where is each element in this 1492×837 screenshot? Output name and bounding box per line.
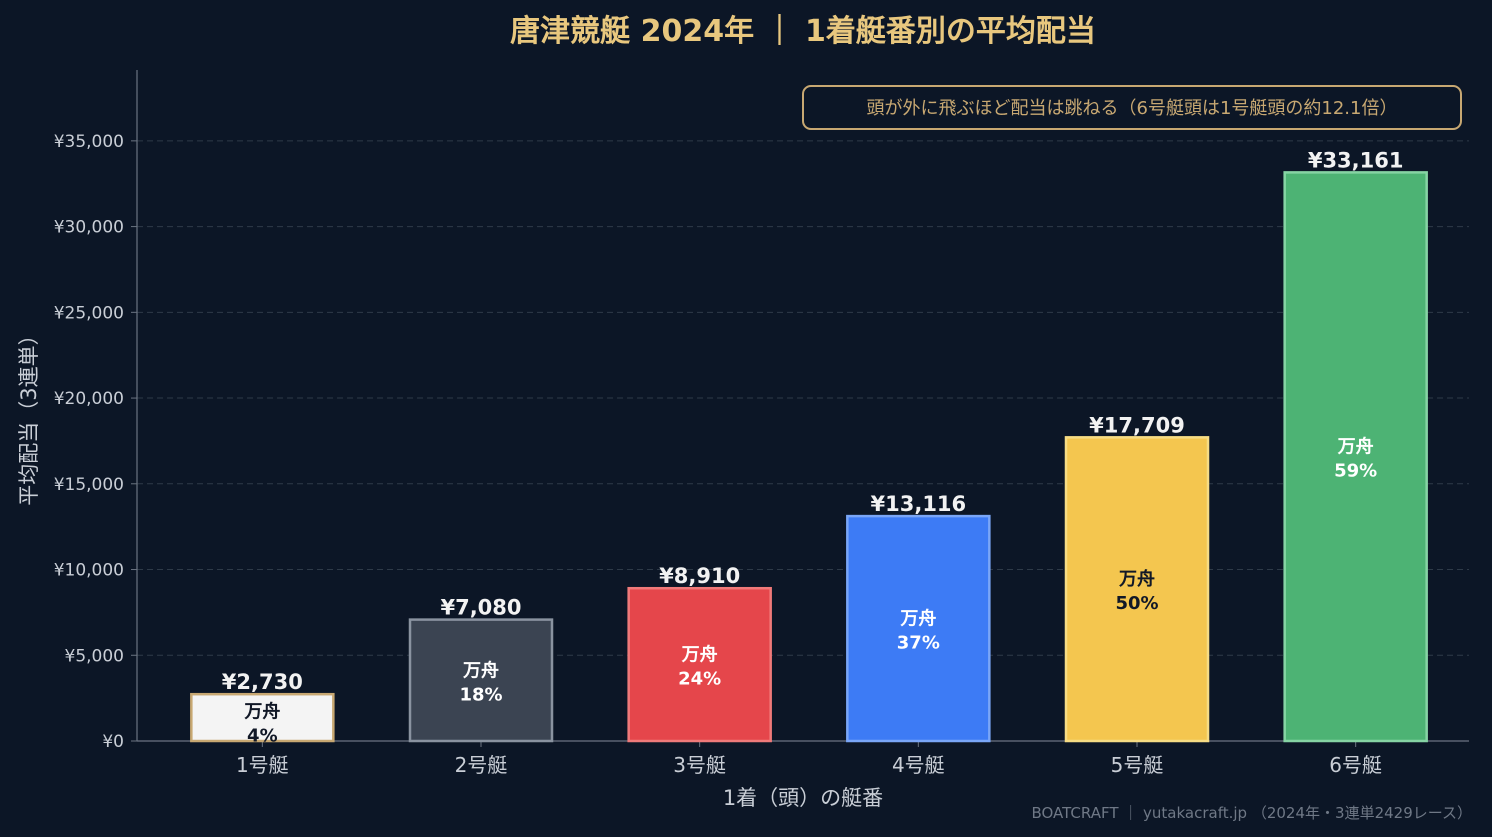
grid-lines	[137, 140, 1469, 656]
bar-value-label: ¥8,910	[659, 564, 740, 588]
y-tick-label: ¥20,000	[54, 389, 124, 409]
bar-inner-percent: 59%	[1334, 461, 1377, 482]
annotation-text: 頭が外に飛ぶほど配当は跳ねる（6号艇頭は1号艇頭の約12.1倍）	[867, 98, 1398, 119]
bar-inner-label: 万舟	[899, 608, 936, 630]
y-tick-label: ¥0	[102, 732, 124, 752]
x-axis-label: 1着（頭）の艇番	[723, 786, 883, 810]
bar-value-label: ¥7,080	[440, 596, 521, 620]
bar-inner-percent: 24%	[678, 669, 721, 690]
bar-value-label: ¥33,161	[1308, 148, 1404, 172]
bar	[408, 618, 554, 743]
bar-inner-label: 万舟	[1337, 436, 1374, 458]
y-tick-label: ¥5,000	[65, 646, 124, 666]
bar-inner-percent: 4%	[247, 726, 278, 747]
bar	[1064, 436, 1210, 743]
y-tick-label: ¥35,000	[54, 132, 124, 152]
bar-inner-label: 万舟	[462, 659, 499, 681]
bar-inner-label: 万舟	[243, 701, 280, 723]
bar-value-label: ¥13,116	[871, 492, 967, 516]
bar	[627, 586, 772, 743]
axes: ¥0 ¥5,000 ¥10,000 ¥15,000 ¥20,000 ¥25,000 ¥30,…	[54, 70, 1469, 777]
bar	[846, 514, 991, 743]
bar-inner-label: 万舟	[681, 644, 718, 666]
annotation-box: 頭が外に飛ぶほど配当は跳ねる（6号艇頭は1号艇頭の約12.1倍）	[802, 85, 1462, 130]
bar	[190, 692, 335, 743]
y-tick-label: ¥15,000	[54, 475, 124, 495]
bar-inner-label: 万舟	[1118, 568, 1155, 590]
x-tick-label: 4号艇	[892, 753, 945, 777]
x-tick-label: 3号艇	[673, 753, 726, 777]
bar-inner-percent: 18%	[459, 684, 502, 705]
y-tick-label: ¥30,000	[54, 218, 124, 238]
bar-labels: ¥2,730 万舟 4% ¥7,080 万舟 18% ¥8,910 万舟 24% ¥13,116 万…	[222, 148, 1404, 746]
x-tick-label: 1号艇	[236, 753, 289, 777]
bar-inner-percent: 50%	[1115, 593, 1158, 614]
footer-credit: BOATCRAFT ｜ yutakacraft.jp （2024年・3連単242…	[1031, 804, 1472, 822]
bar-inner-percent: 37%	[897, 633, 940, 654]
bar	[1283, 171, 1428, 743]
y-tick-label: ¥25,000	[54, 303, 124, 323]
x-tick-label: 5号艇	[1111, 753, 1164, 777]
y-tick-label: ¥10,000	[54, 561, 124, 581]
bars	[190, 171, 1428, 743]
y-axis-label: 平均配当（3連単）	[17, 324, 41, 505]
x-tick-label: 6号艇	[1329, 753, 1382, 777]
bar-value-label: ¥17,709	[1089, 413, 1185, 437]
chart-title: 唐津競艇 2024年 ｜ 1着艇番別の平均配当	[510, 14, 1096, 49]
bar-value-label: ¥2,730	[222, 670, 303, 694]
x-tick-label: 2号艇	[455, 753, 508, 777]
